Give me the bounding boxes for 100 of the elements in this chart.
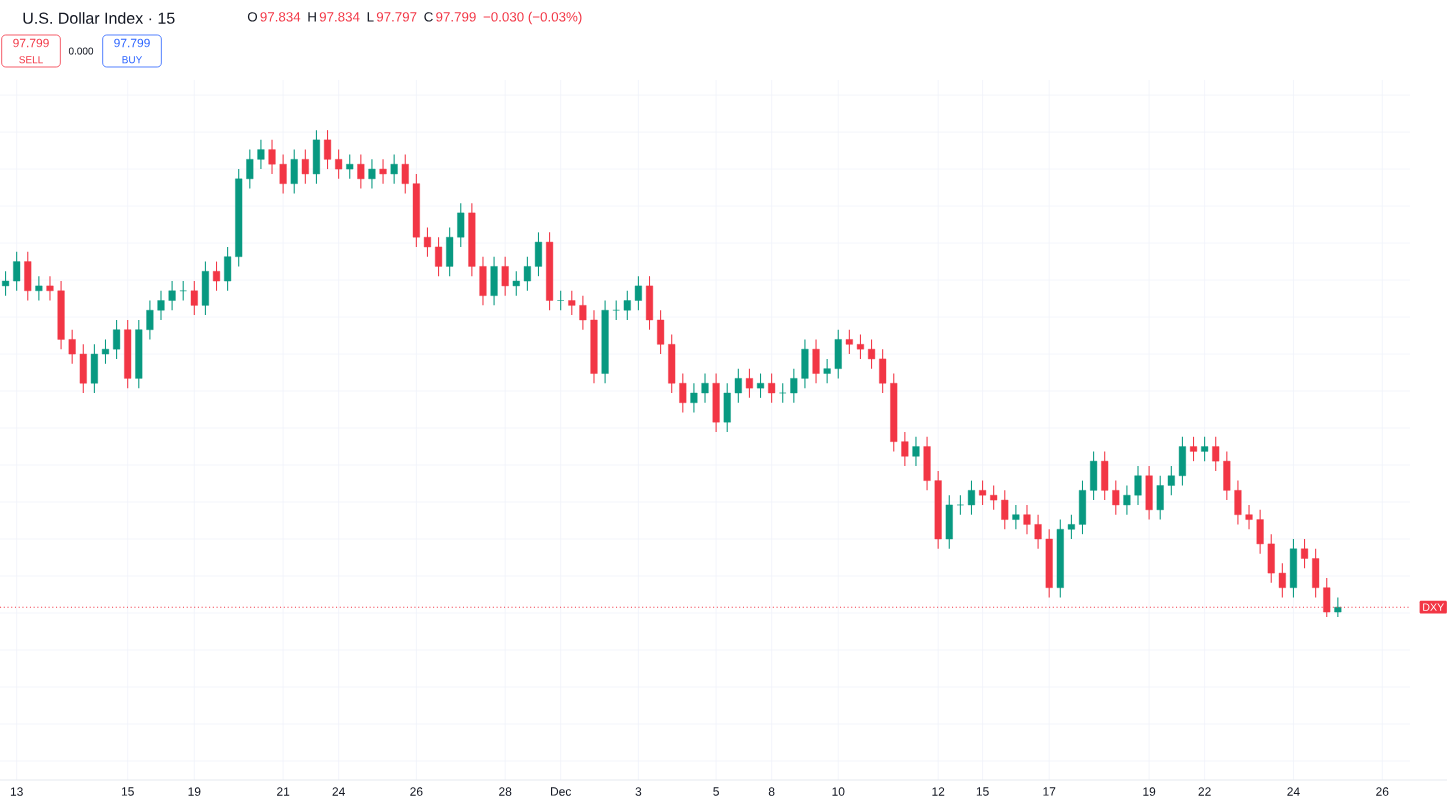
candlestick bbox=[701, 372, 709, 404]
candlestick bbox=[823, 358, 831, 384]
candlestick bbox=[346, 153, 354, 180]
x-tick-label: 24 bbox=[332, 787, 345, 796]
candlestick bbox=[967, 480, 975, 516]
candlestick bbox=[690, 382, 698, 413]
text: C bbox=[424, 12, 433, 22]
x-tick-label: 26 bbox=[1376, 787, 1389, 796]
candlestick bbox=[1189, 436, 1198, 462]
candlestick bbox=[768, 372, 776, 404]
candlestick bbox=[912, 436, 920, 467]
candlestick bbox=[1134, 465, 1142, 506]
candlestick bbox=[157, 290, 165, 321]
candlestick bbox=[179, 280, 187, 302]
candlestick bbox=[257, 139, 265, 170]
candlestick bbox=[435, 236, 443, 277]
text: 0.000 bbox=[68, 47, 94, 55]
x-tick-label: 28 bbox=[499, 787, 512, 796]
candlestick bbox=[734, 368, 742, 404]
candlestick bbox=[956, 494, 964, 516]
candlestick bbox=[634, 275, 642, 311]
x-tick-label: 12 bbox=[932, 787, 945, 796]
candlestick bbox=[324, 129, 332, 170]
x-tick-label: 8 bbox=[768, 787, 775, 796]
text: 97.799 bbox=[114, 38, 150, 48]
candlestick bbox=[979, 480, 987, 506]
candlestick bbox=[679, 372, 687, 413]
x-tick-label: 15 bbox=[976, 787, 989, 796]
text: 97.799 bbox=[436, 12, 476, 22]
candlestick bbox=[1023, 504, 1031, 535]
candlestick bbox=[2, 270, 10, 297]
text: L bbox=[367, 12, 374, 22]
candlestick bbox=[557, 290, 565, 311]
candlestick bbox=[1123, 484, 1131, 516]
candlestick bbox=[113, 319, 121, 360]
text: BUY bbox=[122, 56, 143, 64]
candlestick bbox=[990, 484, 998, 511]
candlestick bbox=[1245, 504, 1253, 530]
x-tick-label: 15 bbox=[121, 787, 134, 796]
candlestick bbox=[146, 299, 154, 340]
candlestick bbox=[568, 290, 576, 316]
candlestick bbox=[1012, 504, 1020, 530]
text: 97.797 bbox=[376, 12, 417, 22]
candlestick bbox=[423, 226, 431, 258]
candlestick bbox=[512, 270, 520, 297]
candlestick bbox=[357, 153, 365, 190]
candlestick bbox=[1278, 562, 1286, 598]
candlestick bbox=[368, 158, 376, 190]
candlestick bbox=[390, 153, 398, 185]
candlestick bbox=[301, 149, 309, 185]
x-tick-label: 26 bbox=[410, 787, 423, 796]
x-tick-label: 19 bbox=[1143, 787, 1156, 796]
candlestick bbox=[401, 153, 409, 194]
candlestick bbox=[1067, 514, 1075, 540]
text: H bbox=[308, 12, 316, 22]
x-tick-label: 5 bbox=[713, 787, 719, 796]
candlestick bbox=[379, 158, 387, 185]
candlestick bbox=[1301, 538, 1309, 569]
candlestick bbox=[35, 275, 43, 302]
candlestick bbox=[856, 334, 864, 360]
candlestick bbox=[1212, 436, 1220, 472]
candlestick bbox=[1112, 480, 1120, 516]
candlestick bbox=[523, 256, 531, 292]
candlestick bbox=[212, 261, 221, 292]
x-tick-label: 22 bbox=[1198, 787, 1211, 796]
candlestick bbox=[756, 372, 765, 399]
chart-title: U.S. Dollar Index · 15 bbox=[23, 12, 175, 24]
candlestick bbox=[790, 368, 798, 404]
candlestick bbox=[612, 299, 620, 321]
candlestick bbox=[335, 149, 343, 180]
candlestick bbox=[168, 280, 176, 311]
candlestick bbox=[101, 338, 110, 365]
candlestick bbox=[868, 338, 876, 370]
candlestick bbox=[46, 275, 54, 302]
x-tick-label: 19 bbox=[188, 787, 201, 796]
text: SELL bbox=[19, 56, 43, 64]
ref-line-label: DXY bbox=[1423, 603, 1444, 611]
candlestick bbox=[1334, 596, 1342, 618]
candlestick bbox=[68, 329, 76, 365]
candlestick bbox=[845, 329, 853, 355]
x-tick-label: 24 bbox=[1287, 787, 1300, 796]
candlestick bbox=[745, 368, 753, 399]
candlestick bbox=[268, 139, 276, 175]
candlestick bbox=[779, 382, 787, 404]
text: −0.030 (−0.03%) bbox=[483, 11, 582, 25]
candlestick bbox=[13, 251, 21, 292]
candlestick bbox=[1201, 436, 1209, 462]
x-tick-label: 3 bbox=[635, 787, 642, 796]
candlestick bbox=[623, 290, 631, 321]
text: 97.834 bbox=[319, 12, 360, 22]
text: 97.799 bbox=[13, 38, 49, 48]
x-tick-label: 10 bbox=[832, 787, 845, 796]
candlestick bbox=[901, 431, 909, 467]
candlestick bbox=[279, 153, 287, 194]
candlestick bbox=[246, 149, 254, 190]
x-tick-label: 13 bbox=[10, 787, 23, 796]
text: O bbox=[247, 12, 258, 22]
candlestick bbox=[501, 256, 509, 297]
x-tick-label: 17 bbox=[1043, 787, 1056, 796]
candlestick bbox=[1034, 514, 1042, 550]
